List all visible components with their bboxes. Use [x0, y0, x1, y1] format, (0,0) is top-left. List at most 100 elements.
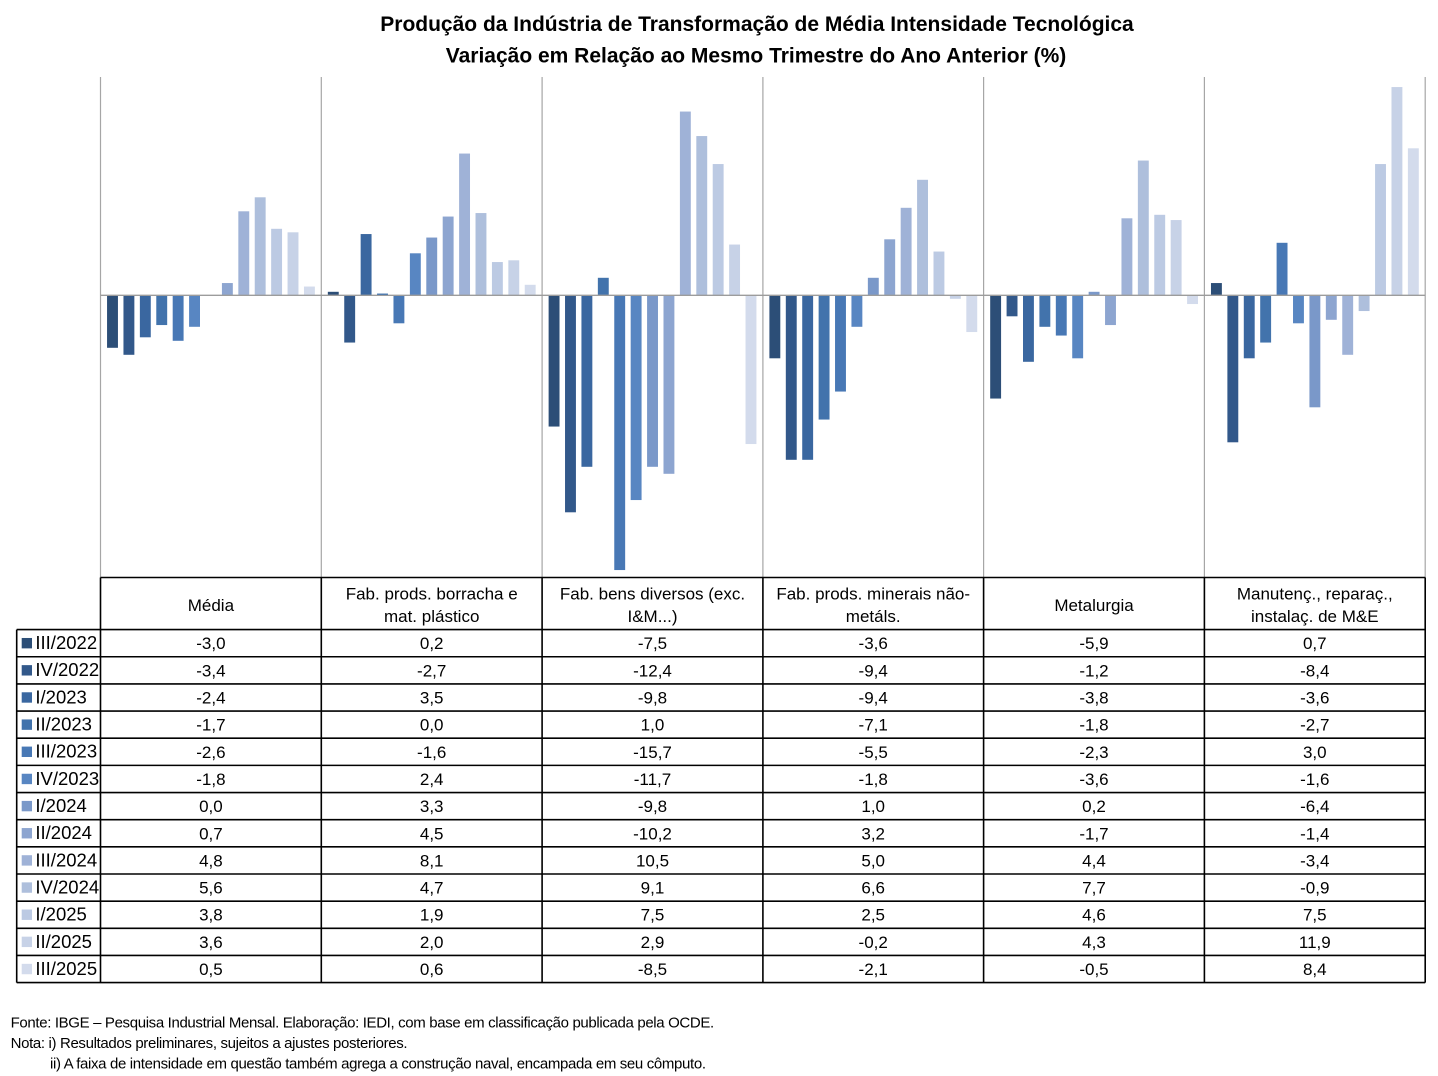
svg-text:1,9: 1,9 — [420, 906, 444, 925]
svg-text:9,1: 9,1 — [641, 879, 665, 898]
svg-text:-5,5: -5,5 — [859, 743, 888, 762]
svg-text:mat. plástico: mat. plástico — [384, 607, 479, 626]
svg-text:-3,6: -3,6 — [859, 634, 888, 653]
svg-text:-10,2: -10,2 — [633, 824, 672, 843]
svg-text:-2,4: -2,4 — [196, 688, 225, 707]
svg-text:ii) A faixa de intensidade em: ii) A faixa de intensidade em questão ta… — [50, 1056, 706, 1073]
svg-text:2,5: 2,5 — [861, 906, 885, 925]
svg-text:3,2: 3,2 — [861, 824, 885, 843]
svg-text:0,2: 0,2 — [420, 634, 444, 653]
svg-text:4,6: 4,6 — [1082, 906, 1106, 925]
svg-text:Variação em Relação ao Mesmo T: Variação em Relação ao Mesmo Trimestre d… — [446, 44, 1066, 67]
svg-text:4,5: 4,5 — [420, 824, 444, 843]
svg-text:-1,2: -1,2 — [1079, 661, 1108, 680]
svg-text:0,0: 0,0 — [420, 716, 444, 735]
svg-text:4,4: 4,4 — [1082, 851, 1106, 870]
svg-text:-9,4: -9,4 — [859, 688, 888, 707]
svg-text:4,3: 4,3 — [1082, 933, 1106, 952]
svg-text:Produção da Indústria de Trans: Produção da Indústria de Transformação d… — [380, 13, 1134, 36]
svg-text:4,7: 4,7 — [420, 879, 444, 898]
svg-text:-0,9: -0,9 — [1300, 879, 1329, 898]
svg-text:Fonte: IBGE – Pesquisa Indust: Fonte: IBGE – Pesquisa Industrial Mensal… — [11, 1015, 714, 1032]
svg-text:-9,8: -9,8 — [638, 797, 667, 816]
svg-text:-3,0: -3,0 — [196, 634, 225, 653]
svg-text:11,9: 11,9 — [1299, 933, 1331, 952]
svg-text:I&M...): I&M...) — [627, 607, 677, 626]
svg-text:5,6: 5,6 — [199, 879, 223, 898]
svg-text:-1,6: -1,6 — [1300, 770, 1329, 789]
svg-text:3,3: 3,3 — [420, 797, 444, 816]
svg-text:1,0: 1,0 — [641, 716, 665, 735]
svg-text:7,5: 7,5 — [641, 906, 665, 925]
svg-text:II/2025: II/2025 — [35, 931, 92, 952]
svg-text:III/2022: III/2022 — [35, 632, 97, 653]
svg-text:0,7: 0,7 — [199, 824, 223, 843]
svg-text:8,1: 8,1 — [420, 851, 444, 870]
svg-text:III/2023: III/2023 — [35, 741, 97, 762]
svg-text:I/2025: I/2025 — [35, 904, 86, 925]
svg-text:8,4: 8,4 — [1303, 960, 1327, 979]
svg-text:metáls.: metáls. — [846, 607, 901, 626]
svg-text:IV/2022: IV/2022 — [35, 659, 99, 680]
svg-text:Manutenç., reparaç.,: Manutenç., reparaç., — [1237, 585, 1393, 604]
svg-text:-8,4: -8,4 — [1300, 661, 1329, 680]
svg-text:-9,4: -9,4 — [859, 661, 888, 680]
svg-text:-2,1: -2,1 — [859, 960, 888, 979]
svg-text:0,5: 0,5 — [199, 960, 223, 979]
svg-text:-12,4: -12,4 — [633, 661, 672, 680]
svg-text:-1,7: -1,7 — [1079, 824, 1108, 843]
svg-text:-1,8: -1,8 — [1079, 716, 1108, 735]
svg-text:-3,4: -3,4 — [1300, 851, 1329, 870]
svg-text:-3,6: -3,6 — [1300, 688, 1329, 707]
svg-text:-0,5: -0,5 — [1079, 960, 1108, 979]
svg-text:-0,2: -0,2 — [859, 933, 888, 952]
svg-text:Fab. prods. minerais não-: Fab. prods. minerais não- — [776, 585, 970, 604]
svg-text:-8,5: -8,5 — [638, 960, 667, 979]
svg-text:-15,7: -15,7 — [633, 743, 672, 762]
svg-text:-2,7: -2,7 — [417, 661, 446, 680]
svg-text:Fab. prods. borracha e: Fab. prods. borracha e — [346, 585, 518, 604]
svg-text:-9,8: -9,8 — [638, 688, 667, 707]
svg-text:0,6: 0,6 — [420, 960, 444, 979]
svg-text:3,6: 3,6 — [199, 933, 223, 952]
svg-text:-7,1: -7,1 — [859, 716, 888, 735]
svg-text:-1,6: -1,6 — [417, 743, 446, 762]
svg-text:1,0: 1,0 — [861, 797, 885, 816]
svg-text:4,8: 4,8 — [199, 851, 223, 870]
svg-text:0,0: 0,0 — [199, 797, 223, 816]
svg-text:5,0: 5,0 — [861, 851, 885, 870]
svg-text:-3,6: -3,6 — [1079, 770, 1108, 789]
svg-text:6,6: 6,6 — [861, 879, 885, 898]
svg-text:-1,4: -1,4 — [1300, 824, 1329, 843]
svg-text:3,8: 3,8 — [199, 906, 223, 925]
svg-text:instalaç. de M&E: instalaç. de M&E — [1251, 607, 1379, 626]
svg-text:IV/2024: IV/2024 — [35, 876, 99, 897]
svg-text:-3,8: -3,8 — [1079, 688, 1108, 707]
svg-text:3,0: 3,0 — [1303, 743, 1327, 762]
svg-text:II/2024: II/2024 — [35, 822, 92, 843]
svg-text:II/2023: II/2023 — [35, 714, 92, 735]
svg-text:3,5: 3,5 — [420, 688, 444, 707]
svg-text:0,2: 0,2 — [1082, 797, 1106, 816]
svg-text:I/2024: I/2024 — [35, 795, 86, 816]
svg-text:2,4: 2,4 — [420, 770, 444, 789]
svg-text:Metalurgia: Metalurgia — [1054, 596, 1134, 615]
svg-text:-5,9: -5,9 — [1079, 634, 1108, 653]
svg-text:2,0: 2,0 — [420, 933, 444, 952]
svg-text:-11,7: -11,7 — [634, 770, 672, 789]
svg-text:2,9: 2,9 — [641, 933, 665, 952]
svg-text:-2,3: -2,3 — [1079, 743, 1108, 762]
svg-text:-2,6: -2,6 — [196, 743, 225, 762]
svg-text:7,7: 7,7 — [1082, 879, 1106, 898]
svg-text:-7,5: -7,5 — [638, 634, 667, 653]
svg-text:Nota: i) Resultados prelimina: Nota: i) Resultados preliminares, sujeit… — [11, 1035, 408, 1052]
svg-text:-6,4: -6,4 — [1300, 797, 1329, 816]
svg-text:I/2023: I/2023 — [35, 686, 86, 707]
svg-text:Média: Média — [188, 596, 235, 615]
svg-text:10,5: 10,5 — [636, 851, 669, 870]
svg-text:-3,4: -3,4 — [196, 661, 225, 680]
svg-text:-2,7: -2,7 — [1300, 716, 1329, 735]
svg-text:IV/2023: IV/2023 — [35, 768, 99, 789]
svg-text:-1,8: -1,8 — [196, 770, 225, 789]
svg-text:Fab. bens diversos (exc.: Fab. bens diversos (exc. — [560, 585, 745, 604]
